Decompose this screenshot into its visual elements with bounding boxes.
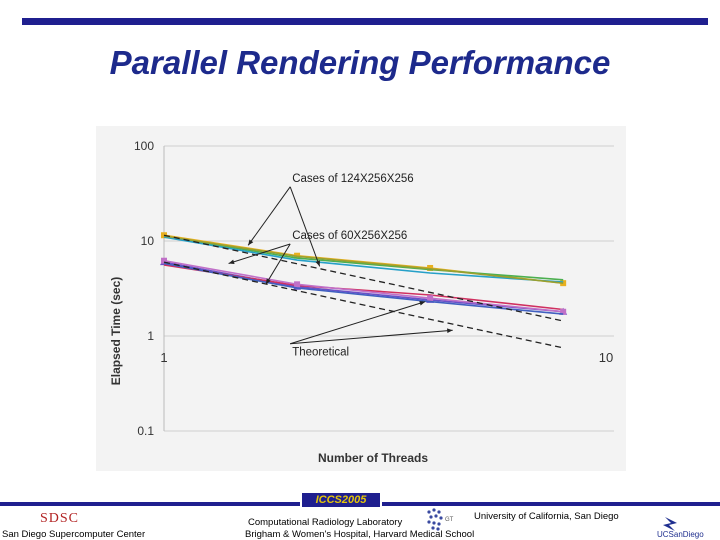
data-point <box>427 295 434 302</box>
data-point <box>560 308 567 315</box>
y-tick-label: 0.1 <box>137 424 154 438</box>
footer-right-org: University of California, San Diego <box>474 511 619 522</box>
data-point <box>294 281 301 288</box>
y-tick-label: 1 <box>147 329 154 343</box>
x-tick-label: 1 <box>160 350 167 365</box>
x-axis-label: Number of Threads <box>318 451 428 465</box>
ucsd-logo-text: UCSanDiego <box>657 530 704 539</box>
data-point <box>427 264 434 271</box>
annotation-arrowhead <box>248 239 254 246</box>
footer-hospital-name: Brigham & Women's Hospital, Harvard Medi… <box>245 529 475 540</box>
series-line-theoretical <box>163 234 564 322</box>
footer-left-org: San Diego Supercomputer Center <box>2 529 146 540</box>
slide-title: Parallel Rendering Performance <box>109 44 611 81</box>
annotation-label: Theoretical <box>292 347 349 359</box>
annotation-arrow <box>265 243 291 285</box>
annotation-arrowhead <box>265 278 271 285</box>
svg-text:GT: GT <box>445 517 454 523</box>
x-tick-label: 10 <box>599 350 613 365</box>
series-line-large <box>163 235 564 281</box>
series-line-large <box>163 236 564 283</box>
annotation-label: Cases of 124X256X256 <box>292 173 413 185</box>
series-line-small <box>163 261 564 313</box>
annotation-label: Cases of 60X256X256 <box>292 230 407 242</box>
annotation-arrowhead <box>447 328 453 334</box>
top-rule <box>22 18 708 25</box>
y-tick-label: 100 <box>134 139 154 153</box>
series-line-small <box>163 262 564 315</box>
annotation-arrow <box>228 243 291 264</box>
data-point <box>161 257 167 264</box>
annotation-arrow <box>247 186 291 246</box>
annotation-arrowhead <box>419 301 426 306</box>
annotation-arrowhead <box>228 259 235 265</box>
series-line-theoretical <box>163 261 564 349</box>
annotation-arrowhead <box>315 260 320 267</box>
footer-lab-name: Computational Radiology Laboratory <box>248 517 403 528</box>
y-tick-label: 10 <box>141 234 155 248</box>
lab-logo-icon: GT <box>427 508 454 531</box>
series-line-large <box>163 235 564 284</box>
annotation-arrow <box>290 329 453 345</box>
chart-panel: Cases of 124X256X256 Cases of 60X256X256 T… <box>96 126 626 471</box>
footer-rule-left <box>0 502 300 506</box>
sdsc-logo: SDSC <box>40 511 80 526</box>
annotation-arrow <box>289 186 321 267</box>
ucsd-logo-icon: UCSanDiego <box>657 517 704 539</box>
footer-rule-right <box>382 502 720 506</box>
annotation-arrow <box>290 301 426 345</box>
conference-label: ICCS2005 <box>302 493 380 507</box>
series-line-small <box>163 259 564 313</box>
elapsed-time-chart: Cases of 124X256X256 Cases of 60X256X256 T… <box>109 139 614 465</box>
y-axis-label: Elapsed Time (sec) <box>109 277 123 386</box>
